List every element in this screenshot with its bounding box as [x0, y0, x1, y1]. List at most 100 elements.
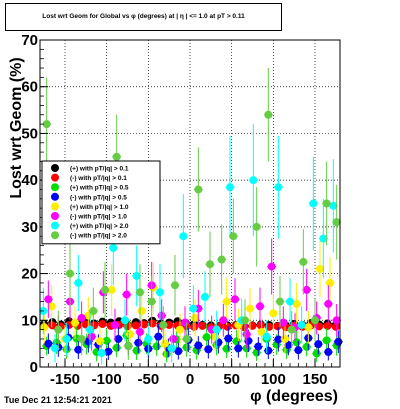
x-tick-label: -150 [50, 371, 80, 388]
data-point [77, 334, 86, 343]
data-point [322, 336, 331, 345]
y-tick-label: 10 [21, 312, 38, 329]
legend-marker [51, 164, 59, 172]
data-point [74, 278, 83, 287]
data-point [287, 325, 296, 334]
data-point [198, 321, 207, 330]
data-point [102, 336, 111, 345]
legend-marker [51, 212, 59, 220]
x-tick-label: 100 [261, 371, 286, 388]
data-point [256, 302, 264, 311]
data-point [319, 234, 328, 243]
data-point [194, 341, 203, 350]
y-tick-label: 30 [21, 219, 38, 236]
data-point [254, 342, 263, 351]
data-point [156, 288, 164, 297]
legend: (+) with pT/|q| > 0.1 (-) with pT/|q| > 0… [41, 160, 161, 245]
data-point [122, 290, 131, 299]
y-tick-label: 0 [30, 359, 38, 376]
data-point [211, 332, 219, 341]
data-point [157, 311, 166, 320]
data-point [329, 201, 338, 210]
data-point [229, 232, 238, 241]
data-point [304, 323, 313, 332]
legend-label: (-) with pT/|q| > 2.0 [70, 233, 127, 240]
data-point [224, 334, 233, 343]
data-point [264, 110, 273, 119]
data-point [206, 260, 214, 269]
data-point [154, 332, 163, 341]
legend-label: (+) with pT/|q| > 0.5 [70, 185, 129, 192]
data-point [292, 338, 301, 347]
data-point [71, 318, 79, 327]
data-point [249, 176, 258, 185]
data-point [176, 325, 184, 334]
data-point [159, 320, 168, 329]
data-point [324, 299, 333, 308]
data-point [284, 341, 293, 350]
data-point [217, 255, 226, 264]
y-tick-label: 70 [21, 32, 38, 49]
legend-label: (-) with pT/|q| > 0.1 [70, 175, 127, 182]
data-point [40, 323, 49, 332]
data-point [324, 348, 333, 357]
data-point [189, 304, 198, 313]
data-point [42, 120, 51, 129]
data-point [144, 334, 153, 343]
data-point [262, 332, 271, 341]
data-point [48, 321, 57, 330]
data-point [323, 321, 332, 330]
data-point [231, 295, 239, 304]
legend-label: (+) with pT/|q| > 2.0 [70, 223, 129, 230]
data-point [44, 339, 53, 348]
data-point [77, 313, 86, 322]
data-point [132, 346, 141, 355]
legend-marker [51, 173, 59, 182]
data-point [112, 152, 121, 161]
legend-marker [51, 221, 59, 230]
data-point [109, 243, 118, 252]
legend-label: (-) with pT/|q| > 1.0 [70, 214, 127, 221]
data-point [62, 334, 71, 343]
data-point [179, 232, 188, 241]
y-tick-label: 20 [21, 266, 38, 283]
data-point [174, 347, 183, 356]
chart-title-box: Lost wrt Geom for Global vs φ (degrees) … [5, 3, 282, 31]
data-point [169, 334, 178, 343]
data-point [252, 222, 261, 231]
data-point [292, 299, 301, 308]
data-point [86, 325, 94, 334]
data-point [107, 285, 116, 294]
data-point [274, 183, 283, 192]
data-point [302, 285, 311, 294]
data-point [309, 199, 318, 208]
data-point [161, 339, 169, 348]
chart-title: Lost wrt Geom for Global vs φ (degrees) … [42, 13, 245, 20]
data-point [322, 199, 331, 208]
data-point [190, 322, 199, 331]
y-axis-label: Lost wrt Geom (%) [8, 57, 25, 198]
data-point [136, 327, 144, 336]
data-point [171, 281, 179, 290]
data-point [165, 320, 174, 329]
data-point [201, 292, 209, 301]
legend-marker [51, 231, 59, 240]
data-point [302, 342, 311, 351]
data-point [124, 341, 133, 350]
legend-marker [51, 183, 59, 192]
x-tick-label: -100 [92, 371, 122, 388]
data-point [98, 320, 107, 329]
data-point [299, 257, 308, 266]
data-point [294, 346, 303, 355]
data-point [223, 322, 232, 331]
data-point [297, 320, 306, 329]
data-point [114, 334, 123, 343]
data-point [89, 306, 98, 315]
data-point [181, 318, 189, 327]
legend-marker [51, 192, 59, 201]
data-point [222, 344, 231, 353]
data-point [74, 345, 83, 354]
data-point [104, 347, 113, 356]
data-point [112, 343, 121, 352]
